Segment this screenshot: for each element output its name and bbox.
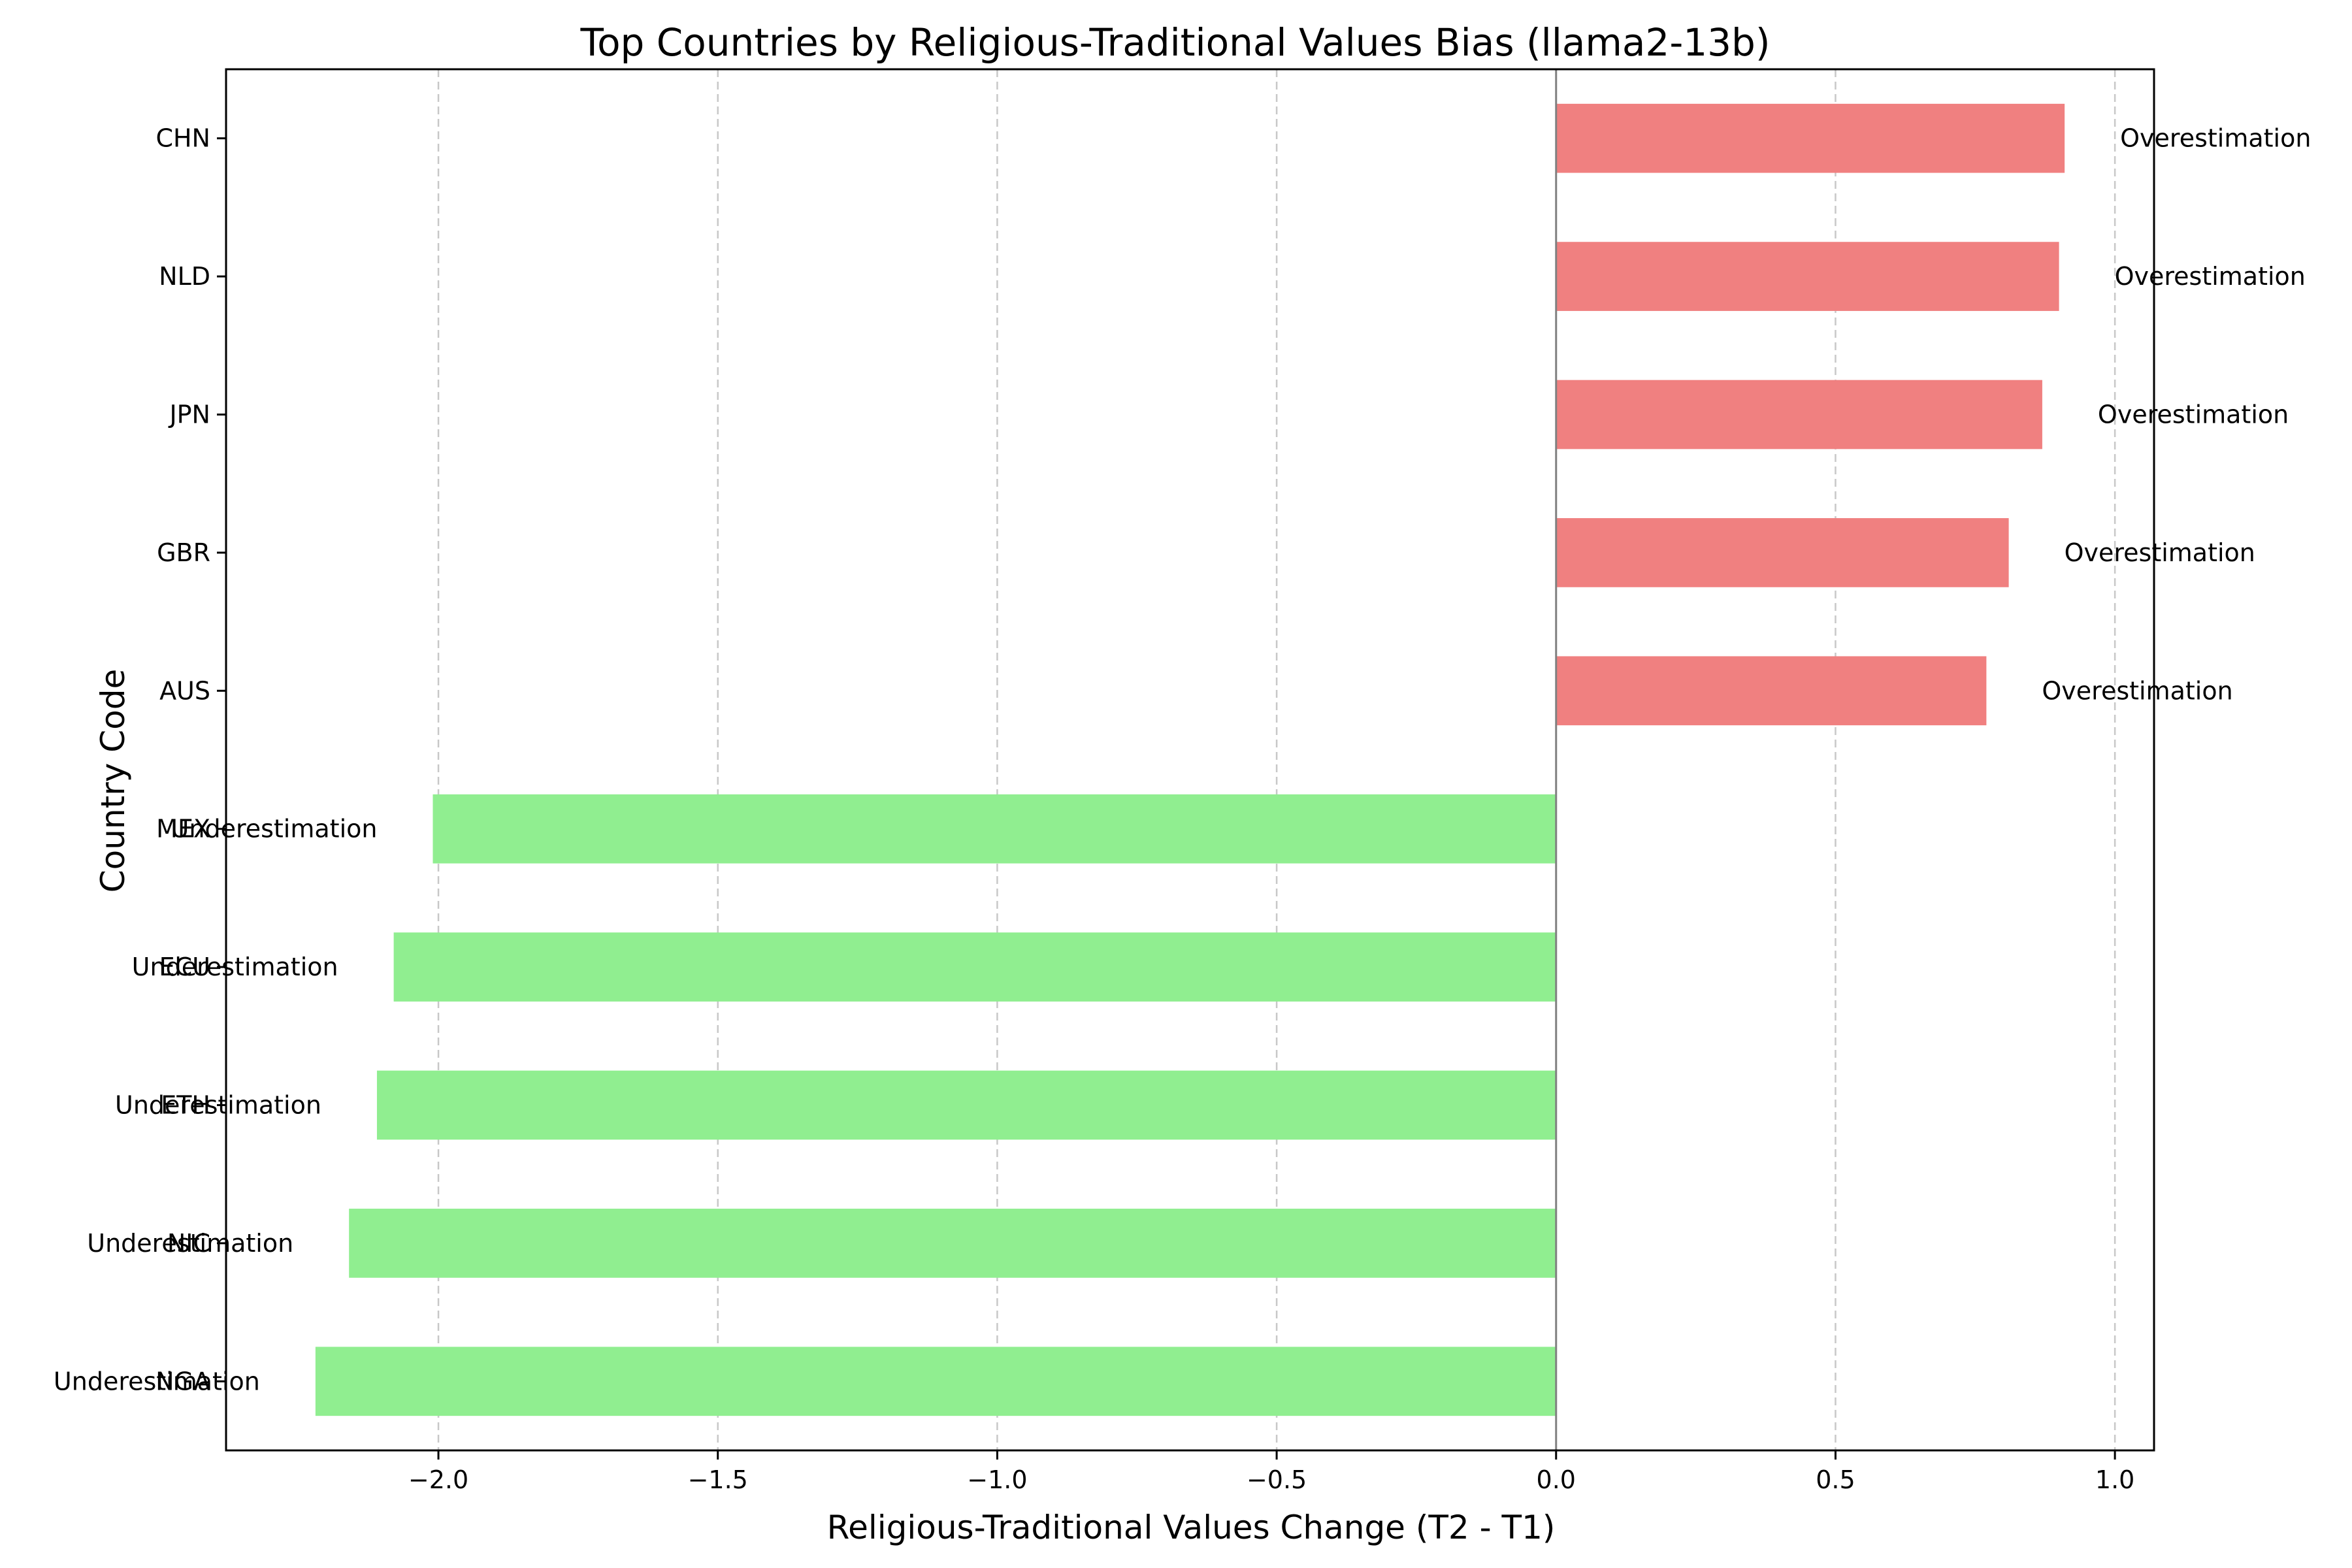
bar-label: Overestimation bbox=[2042, 676, 2232, 705]
bar-label: Overestimation bbox=[2120, 124, 2311, 153]
bar-nld bbox=[1556, 242, 2059, 311]
bar-eth bbox=[376, 1070, 1556, 1140]
bar-label: Underestimation bbox=[171, 815, 378, 843]
bar-gbr bbox=[1556, 518, 2009, 587]
y-axis-ticks: CHN NLD JPN GBR AUS MEX ECU ETH NIC NGA bbox=[155, 124, 226, 1396]
x-axis-ticks: −2.0 −1.5 −1.0 −0.5 0.0 0.5 1.0 bbox=[408, 1450, 2134, 1494]
bar-aus bbox=[1556, 656, 1987, 726]
y-tick-label: NLD bbox=[159, 262, 210, 291]
x-tick-label: −2.0 bbox=[408, 1465, 468, 1494]
bar-label: Overestimation bbox=[2115, 262, 2306, 291]
x-tick-label: 0.0 bbox=[1537, 1465, 1576, 1494]
bar-labels: Overestimation Overestimation Overestimati… bbox=[54, 124, 2311, 1396]
bar-chn bbox=[1556, 103, 2065, 173]
x-tick-label: 0.5 bbox=[1816, 1465, 1855, 1494]
y-tick-label: NIC bbox=[167, 1229, 210, 1258]
x-tick-label: −0.5 bbox=[1247, 1465, 1307, 1494]
y-tick-label: NGA bbox=[155, 1367, 210, 1396]
y-tick-label: GBR bbox=[157, 538, 210, 567]
plot-area-frame bbox=[225, 68, 2155, 1452]
y-tick-label: AUS bbox=[159, 676, 210, 705]
bar-jpn bbox=[1556, 380, 2042, 449]
bar-ecu bbox=[393, 932, 1556, 1002]
x-tick-label: −1.5 bbox=[688, 1465, 748, 1494]
x-axis-label: Religious-Traditional Values Change (T2 … bbox=[827, 1509, 1556, 1546]
bar-label: Overestimation bbox=[2065, 538, 2255, 567]
bar-mex bbox=[433, 794, 1556, 864]
x-tick-label: −1.0 bbox=[967, 1465, 1027, 1494]
y-tick-label: ETH bbox=[161, 1091, 210, 1120]
y-tick-label: MEX bbox=[156, 815, 210, 843]
chart-title: Top Countries by Religious-Traditional V… bbox=[580, 20, 1771, 65]
y-tick-label: ECU bbox=[159, 953, 210, 981]
y-axis-label: Country Code bbox=[94, 669, 132, 893]
bar-nic bbox=[349, 1209, 1556, 1278]
bar-label: Underestimation bbox=[54, 1367, 260, 1396]
bars bbox=[315, 103, 2065, 1416]
bar-nga bbox=[315, 1347, 1556, 1416]
bar-label: Underestimation bbox=[87, 1229, 293, 1258]
y-tick-label: CHN bbox=[155, 124, 210, 153]
bar-label: Overestimation bbox=[2098, 400, 2289, 429]
bar-label: Underestimation bbox=[115, 1091, 321, 1120]
x-tick-label: 1.0 bbox=[2095, 1465, 2134, 1494]
y-tick-label: JPN bbox=[168, 400, 210, 429]
bar-label: Underestimation bbox=[132, 953, 338, 981]
